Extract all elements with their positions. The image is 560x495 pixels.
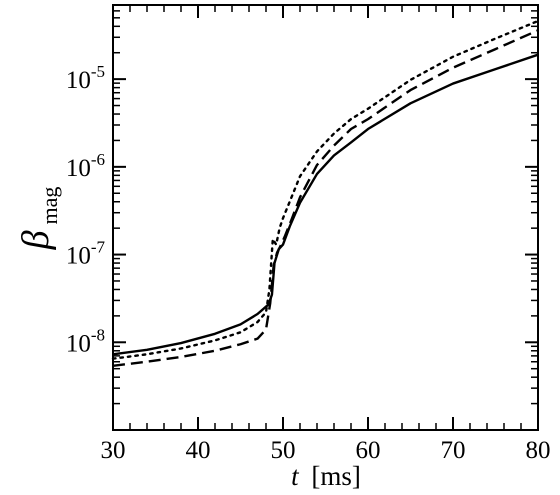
y-tick-label: 10-6 [66, 150, 105, 182]
series-layer [111, 19, 540, 367]
y-axis-label: β mag [15, 187, 62, 251]
y-tick-label: 10-8 [66, 325, 105, 357]
y-tick-exponent: -7 [91, 238, 106, 257]
x-tick-label: 80 [526, 437, 551, 464]
y-axis-subscript: mag [37, 187, 62, 225]
x-tick-label: 50 [271, 437, 296, 464]
y-tick-exponent: -5 [91, 62, 105, 81]
x-tick-label: 30 [101, 437, 126, 464]
plot-frame [112, 4, 539, 431]
y-tick-exponent: -8 [91, 325, 105, 344]
series-line-solid [112, 53, 539, 356]
y-tick-label: 10-7 [66, 238, 106, 270]
y-tick-base: 10 [66, 155, 91, 182]
y-tick-base: 10 [66, 243, 91, 270]
series-line-dotted [111, 19, 540, 360]
y-tick-exponent: -6 [91, 150, 105, 169]
y-axis-variable: β [15, 230, 57, 250]
y-tick-label: 10-5 [66, 62, 105, 94]
series-line-dashed [112, 29, 539, 367]
x-axis-variable: t [291, 461, 300, 491]
x-tick-label: 60 [356, 437, 381, 464]
y-tick-base: 10 [66, 67, 91, 94]
x-tick-label: 40 [186, 437, 211, 464]
ticks-layer [112, 5, 539, 430]
x-tick-label: 70 [441, 437, 466, 464]
x-axis-unit: [ms] [311, 461, 361, 491]
x-axis-label: t [ms] [291, 461, 361, 491]
y-tick-base: 10 [66, 330, 91, 357]
